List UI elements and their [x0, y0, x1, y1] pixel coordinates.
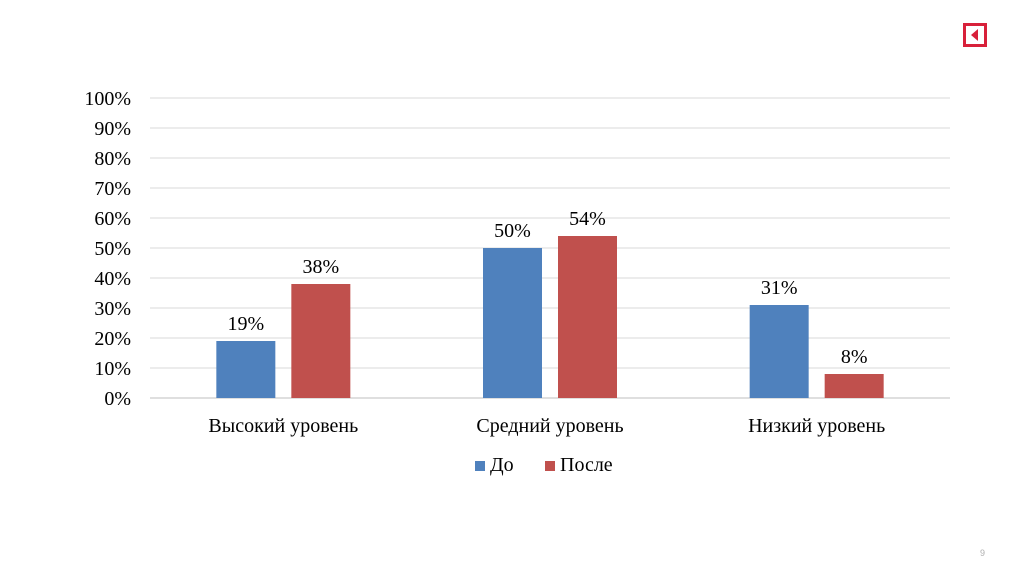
y-tick-label: 70% [94, 178, 131, 200]
page-number: 9 [980, 548, 986, 558]
y-tick-label: 80% [94, 148, 131, 170]
y-axis-ticks: 0% 10% 20% 30% 40% 50% 60% 70% 80% 90% 100% [84, 88, 131, 410]
bar [291, 284, 351, 398]
bars [216, 236, 884, 398]
legend-label: До [490, 454, 514, 476]
bar [558, 236, 617, 398]
legend-label: После [560, 454, 613, 476]
data-label: 54% [569, 208, 606, 230]
legend-swatch [545, 461, 555, 471]
data-label: 8% [841, 346, 868, 368]
legend-swatch [475, 461, 485, 471]
data-label: 50% [494, 220, 531, 242]
data-labels: 19% 38% 50% 54% 31% 8% [227, 208, 867, 368]
category-label: Высокий уровень [208, 415, 358, 437]
bar [483, 248, 542, 398]
y-tick-label: 0% [104, 388, 131, 410]
bar [749, 305, 809, 398]
y-tick-label: 40% [94, 268, 131, 290]
y-tick-label: 60% [94, 208, 131, 230]
data-label: 19% [227, 313, 264, 335]
data-label: 38% [302, 256, 339, 278]
y-tick-label: 10% [94, 358, 131, 380]
data-label: 31% [761, 277, 798, 299]
y-tick-label: 30% [94, 298, 131, 320]
category-axis: Высокий уровень Средний уровень Низкий уро… [208, 415, 885, 437]
bar [824, 374, 884, 398]
category-label: Средний уровень [476, 415, 623, 437]
y-tick-label: 100% [84, 88, 131, 110]
arrow-glyph [971, 29, 978, 41]
back-arrow-icon[interactable] [963, 23, 987, 47]
bar [216, 341, 276, 398]
category-label: Низкий уровень [748, 415, 885, 437]
gridlines [150, 97, 950, 399]
y-tick-label: 90% [94, 118, 131, 140]
y-tick-label: 20% [94, 328, 131, 350]
legend: До После [475, 454, 613, 476]
y-tick-label: 50% [94, 238, 131, 260]
